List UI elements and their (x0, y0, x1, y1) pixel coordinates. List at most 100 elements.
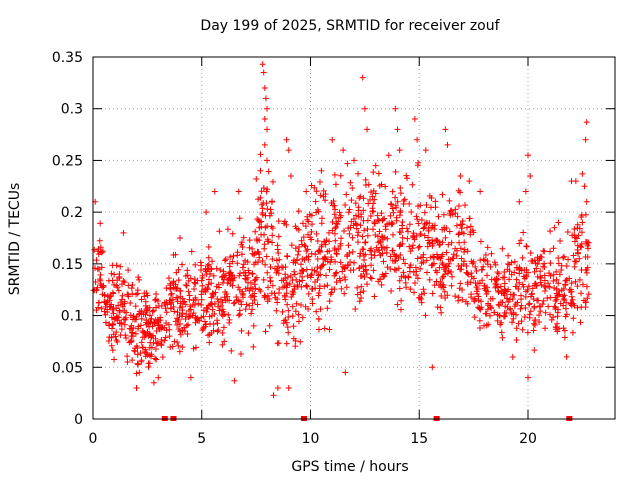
data-point (357, 289, 364, 296)
data-point (254, 301, 261, 308)
data-point (495, 287, 502, 294)
data-point (408, 208, 415, 215)
data-point (98, 249, 105, 256)
data-point (557, 238, 564, 245)
data-point (301, 242, 308, 249)
data-point (200, 325, 207, 332)
data-point (361, 105, 368, 112)
data-point (550, 245, 557, 252)
data-point (115, 287, 122, 294)
data-point (249, 270, 256, 277)
data-point (262, 95, 269, 102)
data-point (226, 269, 233, 276)
data-point (202, 286, 209, 293)
data-point (578, 214, 585, 221)
data-point (153, 340, 160, 347)
data-point (571, 263, 578, 270)
data-point (415, 220, 422, 227)
data-point (217, 302, 224, 309)
data-point (397, 229, 404, 236)
data-point (315, 272, 322, 279)
data-point (270, 392, 277, 399)
data-point (321, 283, 328, 290)
data-point (261, 85, 268, 92)
data-point (497, 321, 504, 328)
data-point (300, 220, 307, 227)
data-point (128, 285, 135, 292)
data-point (195, 300, 202, 307)
data-point (570, 252, 577, 259)
data-point (229, 230, 236, 237)
data-point (313, 308, 320, 315)
data-point (183, 311, 190, 318)
data-point (308, 250, 315, 257)
data-point (348, 218, 355, 225)
data-point (579, 170, 586, 177)
data-point (337, 172, 344, 179)
data-point (546, 270, 553, 277)
data-point (288, 293, 295, 300)
data-point (452, 293, 459, 300)
data-point (114, 284, 121, 291)
data-point (372, 162, 379, 169)
data-point (100, 283, 107, 290)
data-point (186, 292, 193, 299)
data-point (148, 351, 155, 358)
data-point (136, 369, 143, 376)
data-point (355, 229, 362, 236)
data-point (203, 209, 210, 216)
data-point (501, 280, 508, 287)
data-point (193, 315, 200, 322)
data-point (239, 290, 246, 297)
data-point (362, 176, 369, 183)
data-point (483, 284, 490, 291)
data-point (242, 257, 249, 264)
data-point (163, 327, 170, 334)
data-point (303, 254, 310, 261)
data-point (520, 229, 527, 236)
data-point (538, 254, 545, 261)
data-point (457, 280, 464, 287)
data-point (583, 198, 590, 205)
data-point (295, 208, 302, 215)
data-point (239, 251, 246, 258)
x-tick-label: 20 (519, 431, 537, 447)
data-point (407, 262, 414, 269)
data-point (167, 344, 174, 351)
data-point (209, 290, 216, 297)
data-point (98, 305, 105, 312)
data-point (396, 147, 403, 154)
data-point (468, 294, 475, 301)
data-point (442, 264, 449, 271)
data-point (583, 119, 590, 126)
data-point (403, 225, 410, 232)
data-point (185, 288, 192, 295)
data-point (475, 293, 482, 300)
data-point (333, 215, 340, 222)
data-point (471, 314, 478, 321)
data-point (346, 230, 353, 237)
data-point (552, 297, 559, 304)
data-point (434, 251, 441, 258)
data-point (582, 267, 589, 274)
data-point (192, 261, 199, 268)
data-point (526, 300, 533, 307)
x-tick-label: 10 (302, 431, 320, 447)
data-point (291, 271, 298, 278)
data-point (283, 136, 290, 143)
data-point (560, 254, 567, 261)
data-point (224, 226, 231, 233)
data-point (320, 193, 327, 200)
data-point (177, 320, 184, 327)
data-point (437, 278, 444, 285)
data-point (403, 175, 410, 182)
data-point (170, 252, 177, 259)
data-point (332, 237, 339, 244)
data-point (378, 181, 385, 188)
data-point (249, 285, 256, 292)
data-point (152, 355, 159, 362)
data-point (466, 215, 473, 222)
data-point (290, 323, 297, 330)
data-point (443, 262, 450, 269)
data-point (434, 269, 441, 276)
